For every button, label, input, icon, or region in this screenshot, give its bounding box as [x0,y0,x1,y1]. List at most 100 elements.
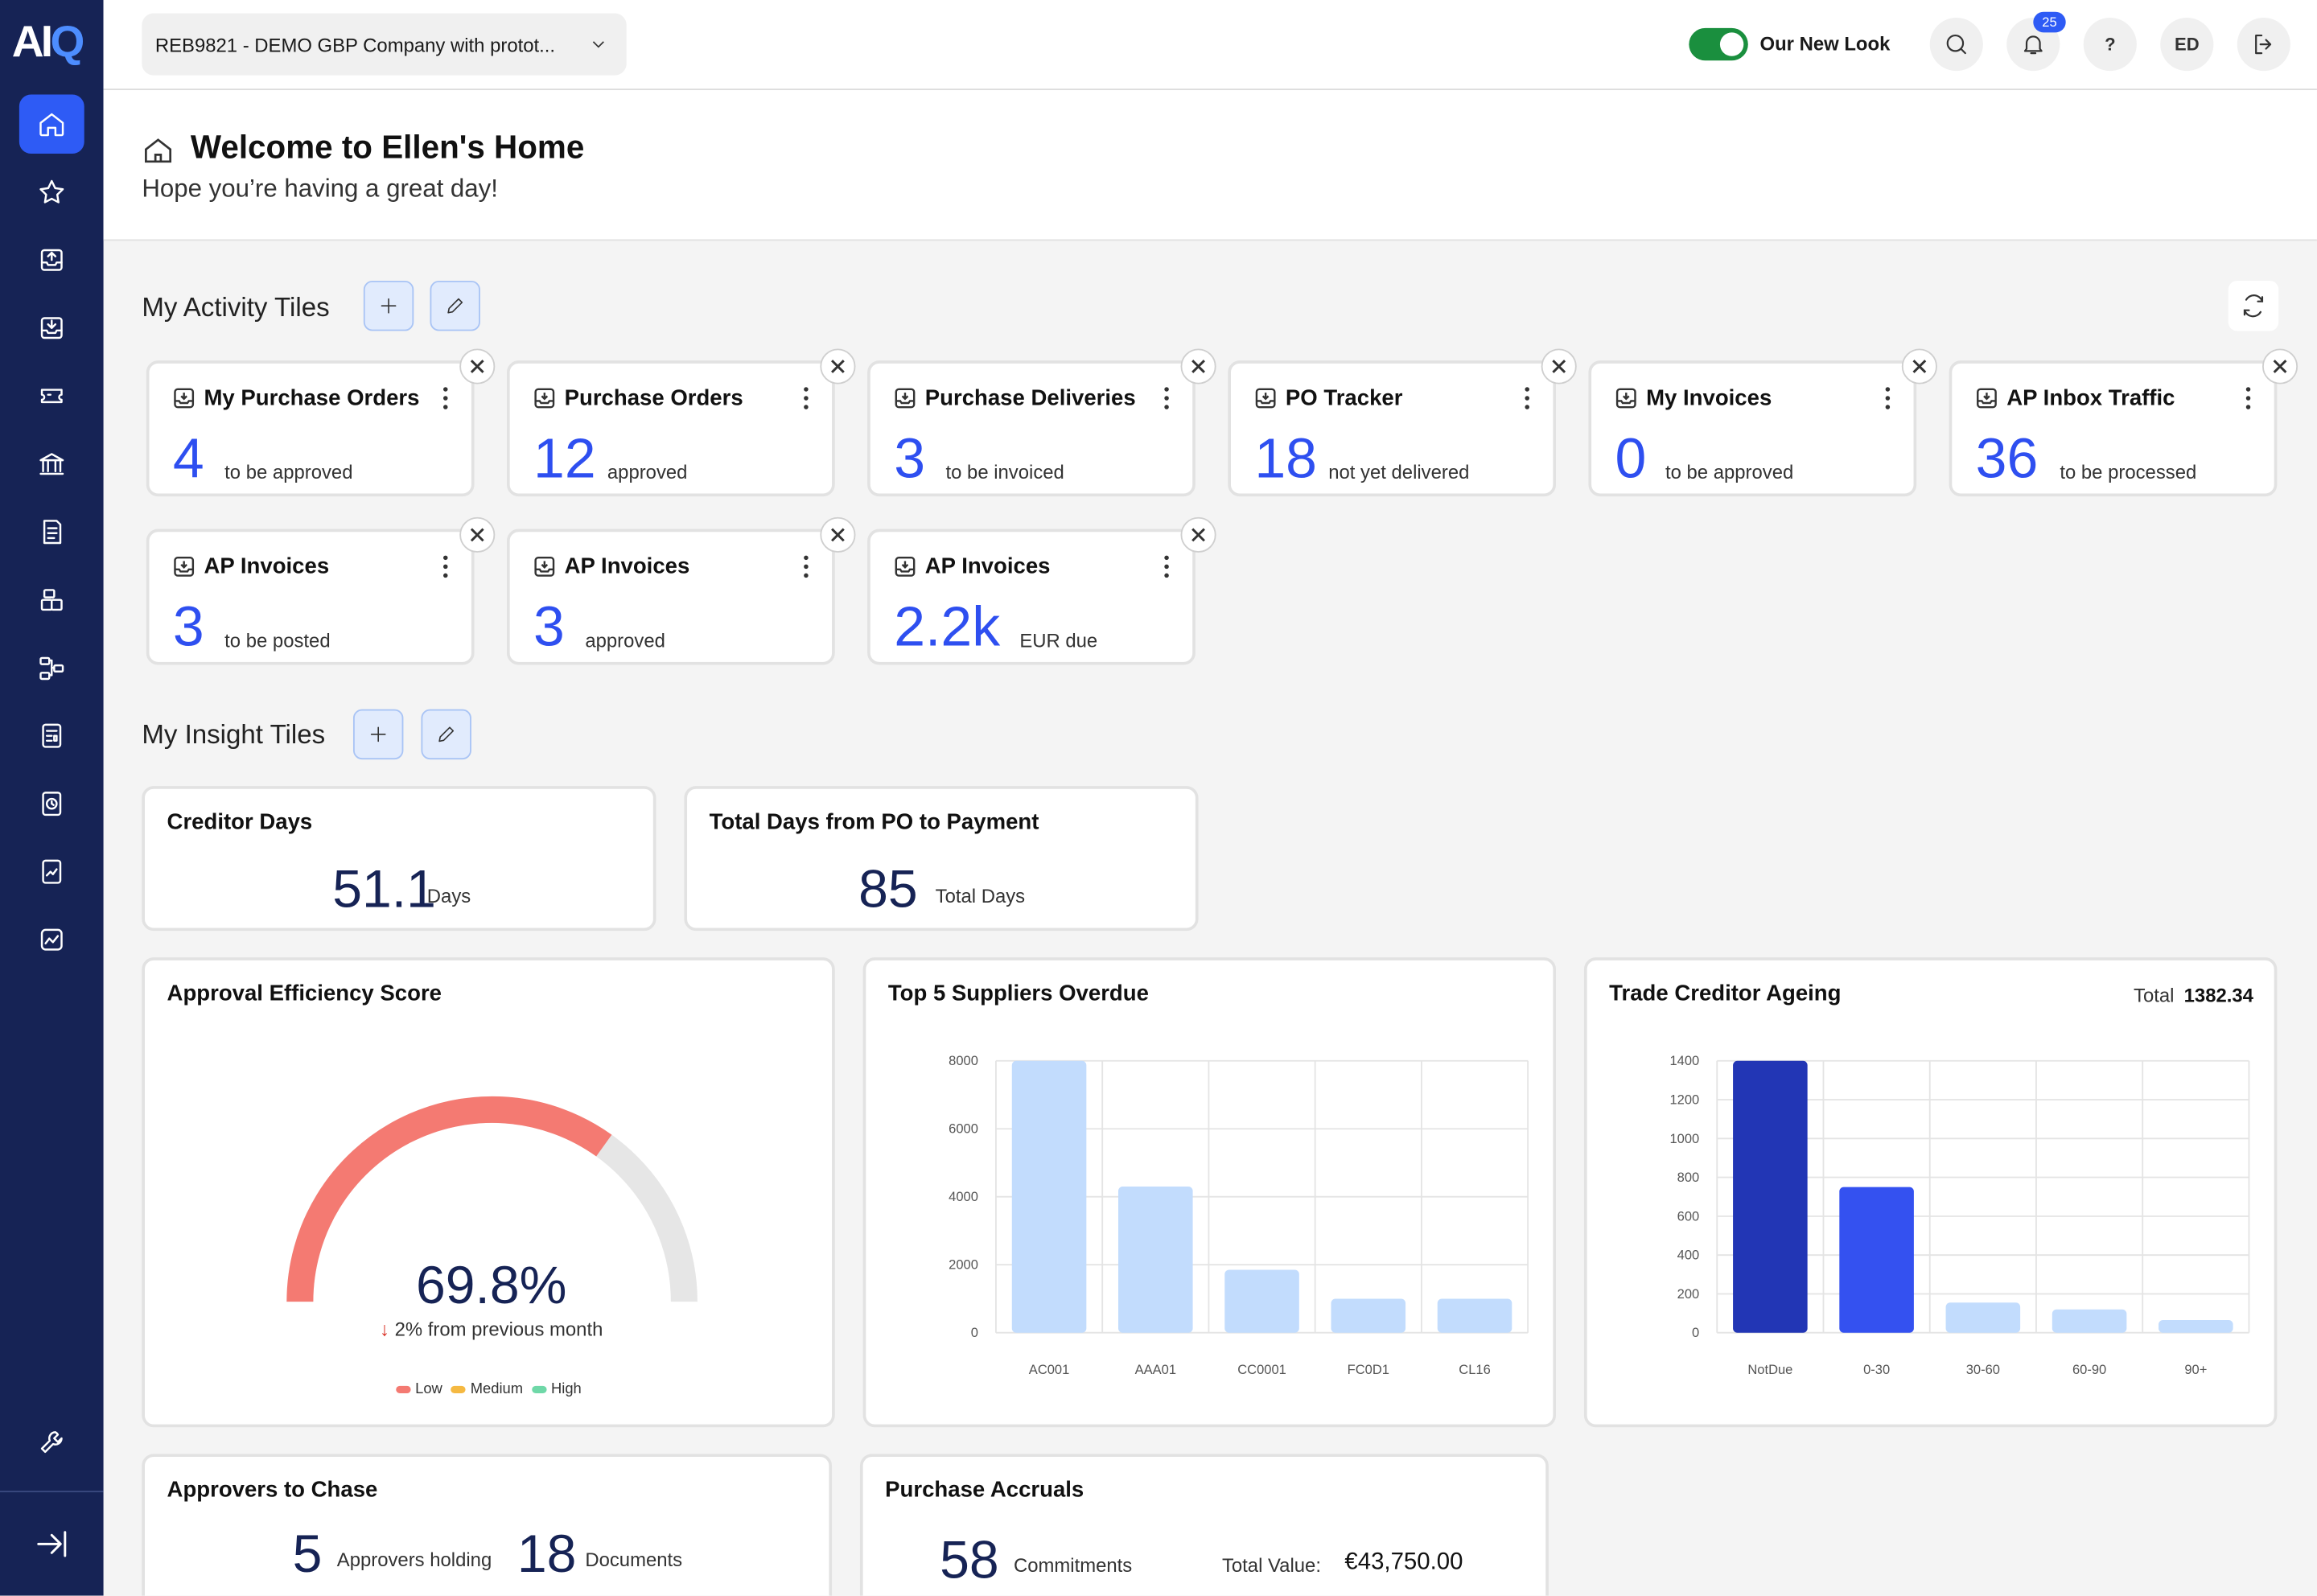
tile-menu-icon[interactable] [442,555,447,579]
activity-tile[interactable]: AP Invoices 3 approved [506,516,856,665]
notifications-button[interactable]: 25 [2006,11,2066,72]
bar-NotDue[interactable] [1733,1060,1808,1333]
creditor-days-tile[interactable]: Creditor Days 51.1 Days [142,786,656,932]
page-title: Welcome to Ellen's Home [190,128,585,166]
tile-close-button[interactable] [820,516,856,553]
user-avatar-button[interactable]: ED [2160,18,2214,72]
tile-label: not yet delivered [1328,461,1470,483]
sidebar-item-insights[interactable] [19,910,84,969]
search-button[interactable] [1929,18,1983,72]
add-insight-tile-button[interactable] [352,709,404,760]
activity-tile[interactable]: AP Invoices 3 to be posted [146,516,496,665]
approvers-title: Approvers to Chase [167,1477,378,1503]
tile-label: to be approved [224,461,353,483]
tile-title: AP Invoices [564,553,690,579]
sidebar-item-bank[interactable] [19,434,84,493]
bar-FC0D1[interactable] [1331,1298,1406,1333]
approval-efficiency-tile[interactable]: Approval Efficiency Score 69.8% ↓ 2% fro… [142,957,837,1428]
y-tick-label: 0 [971,1325,978,1340]
tile-close-button[interactable] [1180,348,1216,385]
inbox-download-icon [534,556,555,577]
legend-medium: Medium [451,1381,523,1398]
inbox-download-icon [895,556,916,577]
tile-menu-icon[interactable] [802,387,808,410]
tile-menu-icon[interactable] [1884,387,1890,410]
bar-CL16[interactable] [1437,1298,1512,1333]
app-logo[interactable]: AIQ [11,18,85,67]
x-tick-label: FC0D1 [1348,1362,1389,1377]
sidebar-item-favourites[interactable] [19,162,84,221]
sidebar-item-tickets[interactable] [19,367,84,426]
purchase-accruals-tile[interactable]: Purchase Accruals 58 Commitments Total V… [859,1454,1549,1596]
approvers-to-chase-tile[interactable]: Approvers to Chase 5 Approvers holding 1… [142,1454,833,1596]
new-look-toggle[interactable] [1689,27,1748,61]
tile-close-button[interactable] [1180,516,1216,553]
accruals-title: Purchase Accruals [885,1477,1084,1503]
edit-activity-tiles-button[interactable] [430,280,480,331]
sidebar-item-outbox[interactable] [19,231,84,290]
activity-tile[interactable]: Purchase Deliveries 3 to be invoiced [867,348,1216,497]
tile-value: 3 [533,597,565,660]
y-tick-label: 600 [1677,1208,1700,1224]
company-selector[interactable]: REB9821 - DEMO GBP Company with protot..… [142,13,627,76]
approval-change: ↓ 2% from previous month [145,1318,837,1340]
tile-value: 4 [172,428,204,491]
y-tick-label: 200 [1677,1286,1700,1302]
help-button[interactable]: ? [2083,18,2137,72]
add-activity-tile-button[interactable] [363,280,414,331]
bar-90+[interactable] [2159,1320,2233,1333]
tile-close-button[interactable] [459,348,496,385]
bar-AAA01[interactable] [1118,1187,1193,1333]
sidebar-item-reports[interactable] [19,706,84,765]
tile-close-button[interactable] [1541,348,1577,385]
trend-icon [40,928,63,951]
tile-menu-icon[interactable] [442,387,447,410]
bar-0-30[interactable] [1839,1187,1914,1333]
logout-button[interactable] [2237,18,2290,72]
sidebar-item-inbox[interactable] [19,298,84,357]
sidebar-expand-button[interactable] [19,1515,84,1573]
tile-menu-icon[interactable] [1163,387,1168,410]
tile-menu-icon[interactable] [802,555,808,579]
bar-60-90[interactable] [2052,1309,2127,1333]
creditor-ageing-tile[interactable]: Trade Creditor Ageing Total 1382.34 0 200… [1583,957,2278,1428]
tile-close-button[interactable] [1901,348,1937,385]
tile-close-button[interactable] [459,516,496,553]
tile-close-button[interactable] [2261,348,2298,385]
approval-gauge [286,1096,698,1302]
edit-insight-tiles-button[interactable] [421,709,471,760]
bar-30-60[interactable] [1945,1302,2021,1333]
sidebar-item-home[interactable] [19,94,84,154]
top-suppliers-chart: 0 2000 4000 6000 8000 AC001 AAA01 CC0001 FC0D1 CL… [949,1053,1529,1377]
tile-value: 18 [1254,428,1318,491]
tile-close-button[interactable] [820,348,856,385]
legend-high-swatch [532,1385,547,1393]
sidebar-item-settings[interactable] [19,1413,84,1471]
close-icon [1191,360,1205,373]
down-arrow-icon: ↓ [380,1318,389,1340]
bar-CC0001[interactable] [1224,1269,1299,1333]
plus-icon [381,298,397,314]
activity-tile[interactable]: AP Invoices 2.2k EUR due [867,516,1216,665]
bar-AC001[interactable] [1011,1060,1087,1333]
top-suppliers-tile[interactable]: Top 5 Suppliers Overdue 0 2000 4000 6000 800… [862,957,1557,1428]
home-outline-icon [145,138,172,163]
sidebar-item-schedules[interactable] [19,774,84,833]
activity-tile[interactable]: Purchase Orders 12 approved [506,348,856,497]
activity-tile[interactable]: PO Tracker 18 not yet delivered [1228,348,1577,497]
sidebar-item-documents[interactable] [19,502,84,561]
refresh-button[interactable] [2228,280,2279,331]
activity-tile[interactable]: AP Inbox Traffic 36 to be processed [1949,348,2298,497]
y-tick-label: 6000 [949,1121,978,1137]
activity-tile[interactable]: My Purchase Orders 4 to be approved [146,348,496,497]
tile-menu-icon[interactable] [1163,555,1168,579]
logout-icon [2255,34,2272,55]
tile-menu-icon[interactable] [1524,387,1529,410]
activity-tile[interactable]: My Invoices 0 to be approved [1588,348,1937,497]
po-to-payment-tile[interactable]: Total Days from PO to Payment 85 Total D… [684,786,1199,932]
bell-icon [2023,35,2043,55]
tile-menu-icon[interactable] [2245,387,2250,410]
sidebar-item-workflow[interactable] [19,638,84,697]
sidebar-item-stock[interactable] [19,570,84,629]
sidebar-item-analysis[interactable] [19,842,84,901]
